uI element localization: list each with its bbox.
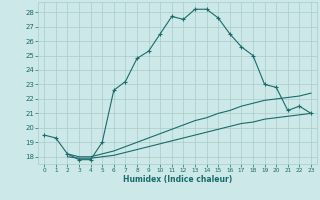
X-axis label: Humidex (Indice chaleur): Humidex (Indice chaleur) [123, 175, 232, 184]
